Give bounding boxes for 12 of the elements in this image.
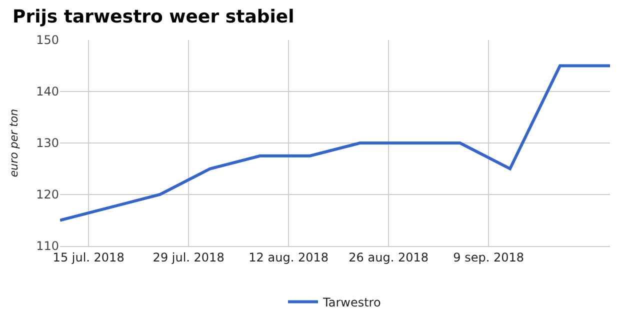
y-tick-label: 130 (36, 136, 59, 150)
chart-title: Prijs tarwestro weer stabiel (12, 6, 294, 28)
line-series (60, 64, 610, 222)
y-tick-label: 140 (36, 84, 59, 99)
y-axis-title: euro per ton (8, 108, 21, 178)
y-tick-label: 150 (36, 33, 59, 48)
x-tick-label: 26 aug. 2018 (348, 250, 428, 264)
x-tick-label: 12 aug. 2018 (248, 250, 328, 264)
legend-label: Tarwestro (322, 295, 381, 310)
y-tick-label: 120 (36, 188, 59, 202)
x-tick-label: 9 sep. 2018 (453, 250, 524, 264)
x-tick-label: 29 jul. 2018 (152, 250, 224, 264)
